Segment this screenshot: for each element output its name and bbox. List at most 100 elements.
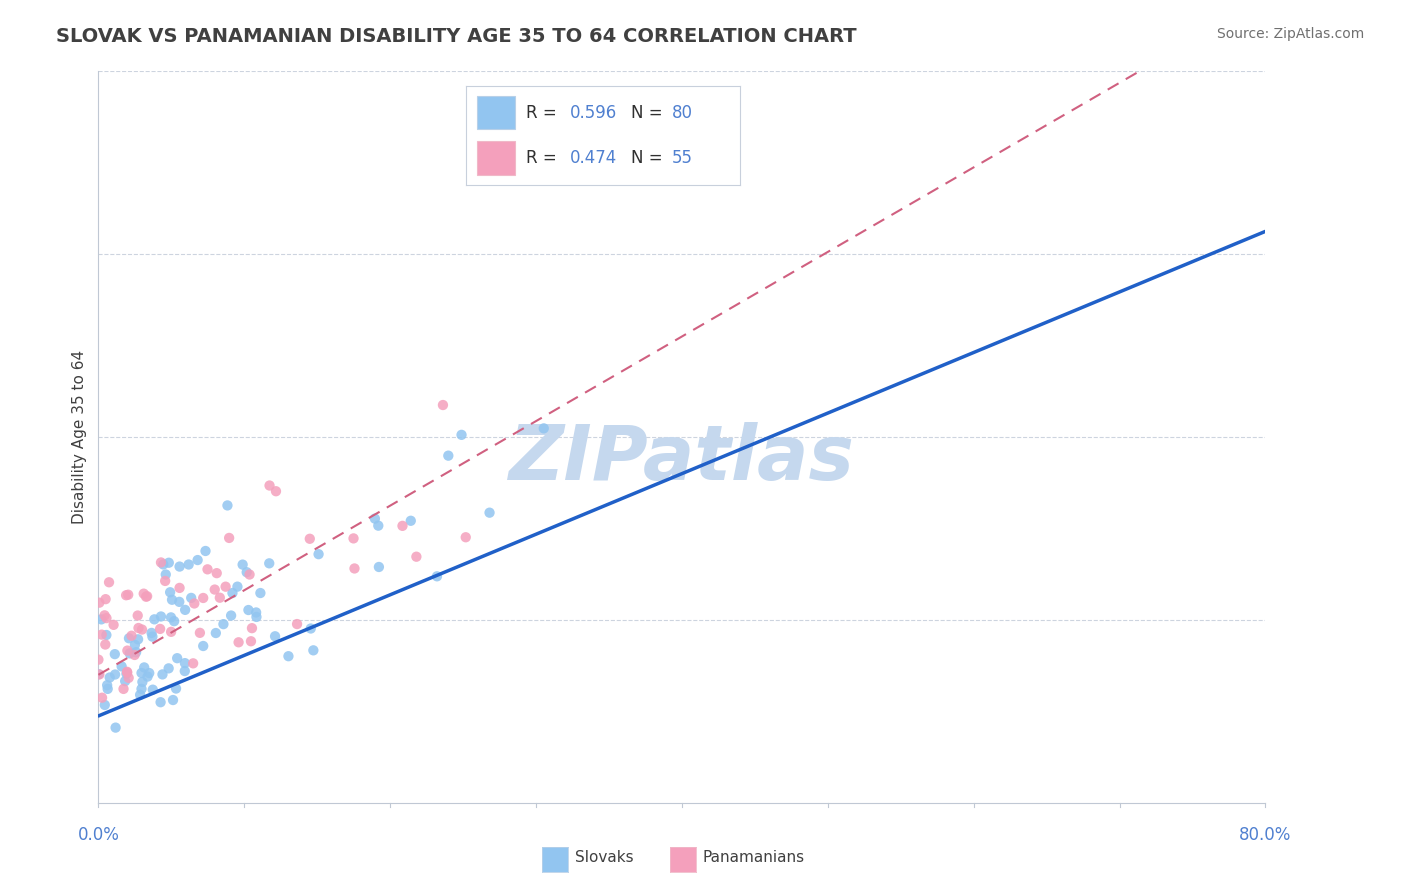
Point <box>187 553 209 567</box>
Point <box>115 588 138 602</box>
Point <box>136 670 159 684</box>
Point <box>169 581 191 595</box>
Point <box>114 674 136 689</box>
Point <box>96 611 118 625</box>
Point <box>98 575 121 590</box>
Point <box>432 398 454 412</box>
Point <box>97 681 120 696</box>
Point <box>149 622 172 636</box>
Text: 80.0%: 80.0% <box>1239 826 1292 844</box>
Point <box>141 626 163 640</box>
Point <box>169 595 191 609</box>
Point <box>135 590 157 604</box>
Point <box>143 612 166 626</box>
Point <box>221 586 243 600</box>
Point <box>308 547 330 561</box>
Point <box>160 610 183 624</box>
Point <box>115 666 138 681</box>
Point <box>437 449 460 463</box>
Point <box>364 511 387 525</box>
Point <box>217 499 239 513</box>
Point <box>478 506 501 520</box>
Point <box>124 648 146 662</box>
Point <box>94 592 117 607</box>
Point <box>138 666 160 681</box>
Point <box>104 667 127 681</box>
Point <box>162 693 184 707</box>
Point <box>112 681 135 696</box>
Point <box>426 569 449 583</box>
Point <box>121 629 143 643</box>
Point <box>103 618 125 632</box>
Point <box>115 665 138 680</box>
Point <box>149 556 172 570</box>
Point <box>450 428 472 442</box>
Point <box>127 608 149 623</box>
Point <box>127 632 149 647</box>
Point <box>299 622 322 636</box>
Point <box>197 562 219 576</box>
Point <box>90 627 112 641</box>
Point <box>89 667 111 681</box>
Point <box>111 659 134 673</box>
Point <box>129 688 152 702</box>
Point <box>245 606 267 620</box>
Point <box>165 681 187 696</box>
Point <box>343 561 366 575</box>
Text: ZIPatlas: ZIPatlas <box>509 422 855 496</box>
Point <box>152 667 174 681</box>
Point <box>264 484 287 499</box>
Point <box>118 646 141 660</box>
Text: Panamanians: Panamanians <box>703 850 806 865</box>
Point <box>174 603 197 617</box>
Point <box>142 682 165 697</box>
Point <box>152 558 174 572</box>
Point <box>391 519 413 533</box>
Point <box>124 638 146 652</box>
Point <box>94 638 117 652</box>
Point <box>238 603 260 617</box>
Point <box>131 665 153 680</box>
Point <box>367 518 389 533</box>
Point <box>238 567 260 582</box>
Point <box>104 647 127 661</box>
Text: 0.0%: 0.0% <box>77 826 120 844</box>
Point <box>205 626 228 640</box>
Point <box>218 531 240 545</box>
Point <box>104 721 127 735</box>
Point <box>98 671 121 685</box>
Point <box>194 544 217 558</box>
Point <box>153 574 176 588</box>
Point <box>96 678 118 692</box>
Point <box>96 628 118 642</box>
Point <box>214 580 236 594</box>
Point <box>94 698 117 712</box>
Point <box>249 586 271 600</box>
Point <box>180 591 202 605</box>
Point <box>204 582 226 597</box>
Point <box>160 592 183 607</box>
Point <box>118 671 141 685</box>
Y-axis label: Disability Age 35 to 64: Disability Age 35 to 64 <box>72 350 87 524</box>
Point <box>157 661 180 675</box>
Point <box>174 656 197 670</box>
Point <box>193 639 215 653</box>
Point <box>93 608 115 623</box>
Point <box>89 596 111 610</box>
Point <box>454 530 477 544</box>
Point <box>117 643 139 657</box>
Point <box>302 643 325 657</box>
Point <box>193 591 215 605</box>
Point <box>399 514 422 528</box>
Point <box>132 587 155 601</box>
Point <box>87 653 110 667</box>
Point <box>228 635 250 649</box>
Point <box>240 621 263 635</box>
Point <box>264 629 287 643</box>
Point <box>226 580 249 594</box>
Point <box>115 665 138 679</box>
Point <box>173 664 195 678</box>
Point <box>117 588 139 602</box>
Point <box>181 657 204 671</box>
Point <box>208 591 231 605</box>
